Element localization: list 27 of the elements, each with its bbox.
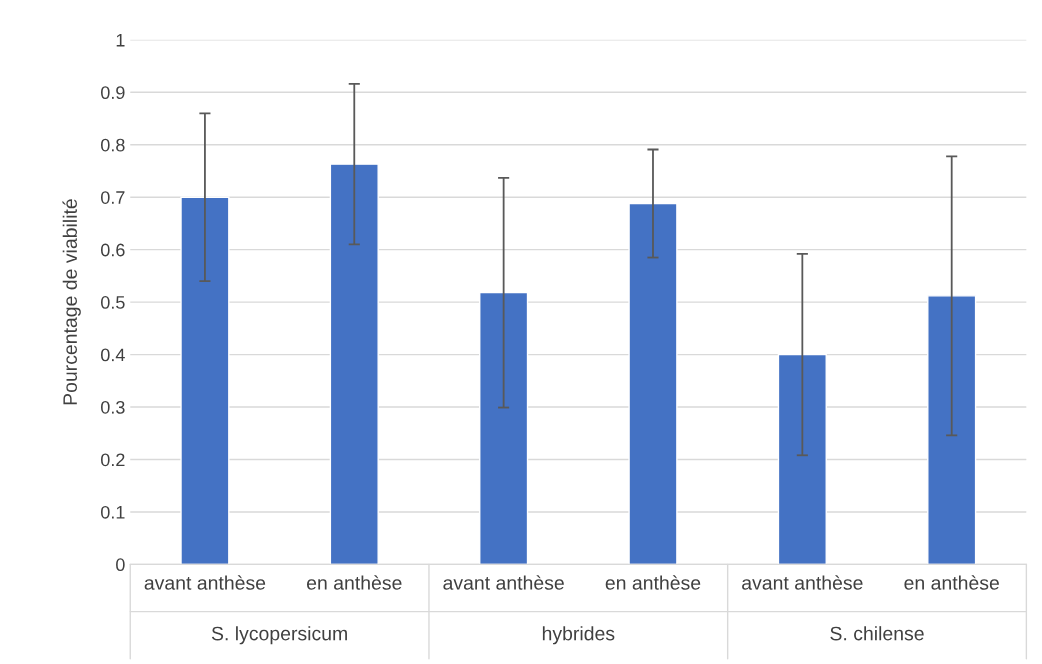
x-tick-label: en anthèse (904, 575, 999, 590)
y-tick-label: 1 (116, 33, 125, 47)
bar (628, 202, 678, 565)
x-tick-label: avant anthèse (443, 575, 564, 590)
bar (479, 291, 529, 565)
y-tick-label: 0.3 (101, 400, 125, 414)
x-tick-label: avant anthèse (742, 575, 863, 590)
y-tick-label: 0.1 (101, 505, 125, 519)
y-tick-label: 0 (116, 558, 125, 572)
bar (777, 353, 827, 565)
bar (180, 196, 230, 565)
x-tick-label: en anthèse (307, 575, 402, 590)
x-tick-label: avant anthèse (144, 575, 266, 590)
y-tick-label: 0.4 (101, 348, 125, 362)
y-tick-label: 0.9 (101, 86, 125, 100)
text: S. lycopersicum (211, 626, 347, 645)
bar (329, 163, 379, 565)
bar (927, 295, 977, 565)
y-axis-title: Pourcentage de viabilité (62, 199, 81, 405)
text: S. chilense (830, 626, 924, 641)
y-tick-label: 0.7 (101, 191, 125, 204)
x-tick-label: en anthèse (605, 575, 701, 590)
text: hybrides (542, 626, 615, 645)
y-tick-label: 0.2 (101, 453, 125, 467)
y-tick-label: 0.5 (101, 296, 125, 309)
y-tick-label: 0.6 (101, 243, 125, 257)
y-tick-label: 0.8 (101, 138, 125, 152)
